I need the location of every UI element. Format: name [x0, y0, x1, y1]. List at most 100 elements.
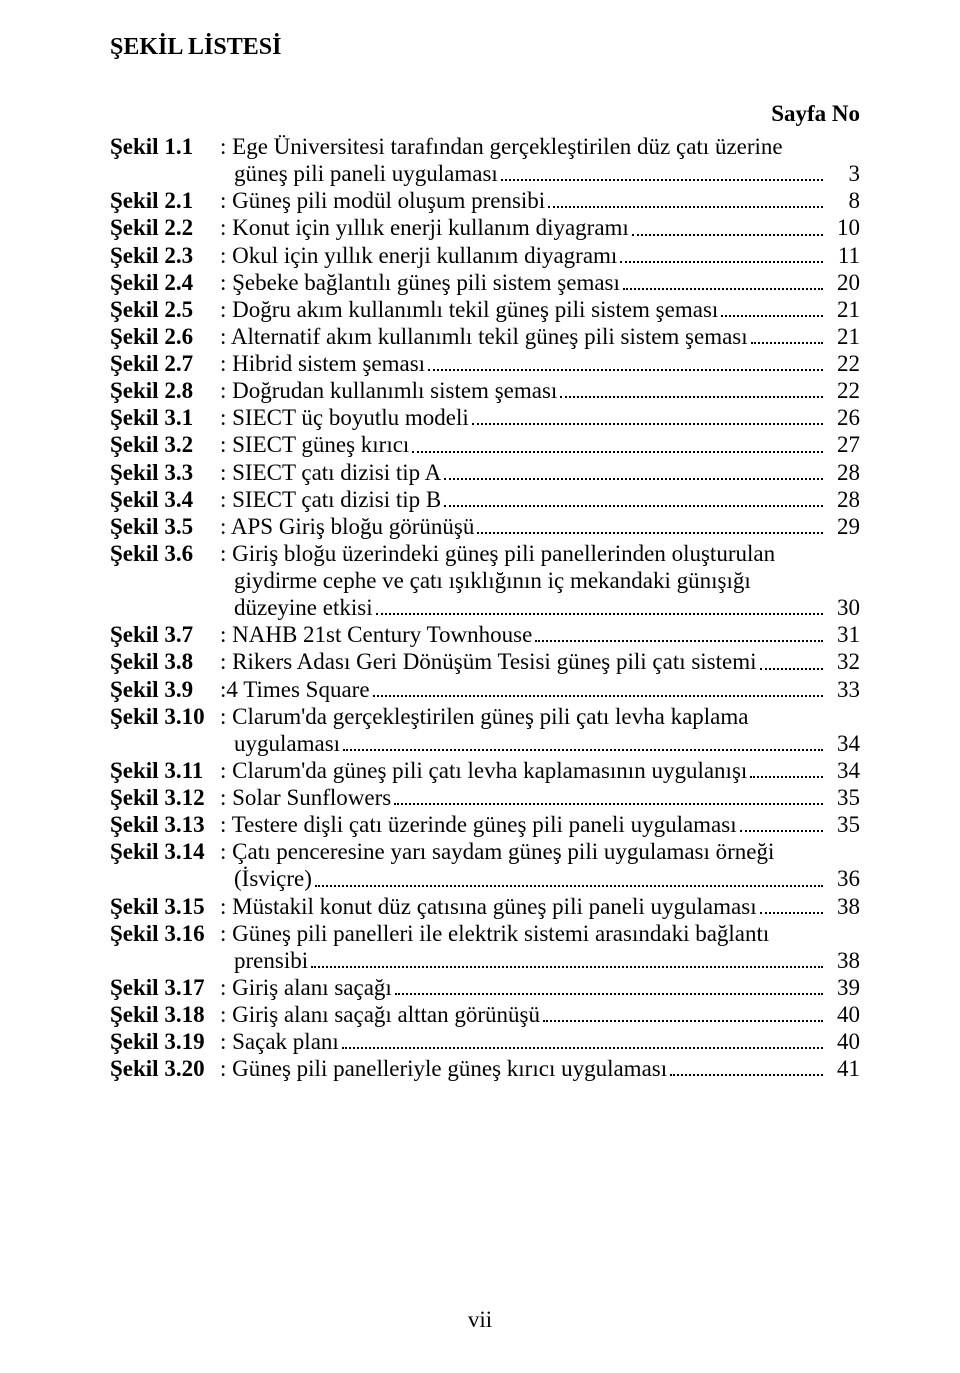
- page-title: ŞEKİL LİSTESİ: [110, 34, 860, 61]
- figure-description: : SIECT üç boyutlu modeli: [220, 404, 826, 431]
- figure-entry: Şekil 3.20: Güneş pili panelleriyle güne…: [110, 1055, 860, 1082]
- figure-page-number: 21: [826, 323, 860, 350]
- figure-label: Şekil 2.7: [110, 350, 220, 377]
- figure-description-line: : Alternatif akım kullanımlı tekil güneş…: [220, 323, 826, 350]
- figure-page-number: 35: [826, 811, 860, 838]
- dot-leader: [740, 829, 823, 832]
- figure-description: : Giriş alanı saçağı: [220, 974, 826, 1001]
- figure-page-number: 40: [826, 1001, 860, 1028]
- figure-label: Şekil 3.13: [110, 811, 220, 838]
- figure-page-number: 34: [826, 730, 860, 757]
- figure-description: : SIECT çatı dizisi tip A: [220, 459, 826, 486]
- figure-description-text: : SIECT çatı dizisi tip A: [220, 459, 441, 486]
- figure-label: Şekil 3.3: [110, 459, 220, 486]
- figure-entry: Şekil 3.1: SIECT üç boyutlu modeli26: [110, 404, 860, 431]
- dot-leader: [560, 395, 823, 398]
- figure-description-line: : SIECT üç boyutlu modeli: [220, 404, 826, 431]
- figure-description-line: : SIECT çatı dizisi tip B: [220, 486, 826, 513]
- dot-leader: [751, 341, 823, 344]
- figure-description-text: : Güneş pili panelleri ile elektrik sist…: [220, 920, 769, 947]
- dot-leader: [444, 504, 823, 507]
- figure-page-number: 39: [826, 974, 860, 1001]
- figure-description-text: : Saçak planı: [220, 1028, 339, 1055]
- figure-description-text: : NAHB 21st Century Townhouse: [220, 621, 532, 648]
- figure-page-number: 38: [826, 947, 860, 974]
- figure-label: Şekil 2.6: [110, 323, 220, 350]
- figure-description: : Güneş pili modül oluşum prensibi: [220, 187, 826, 214]
- figure-page-number: 28: [826, 459, 860, 486]
- figure-description-line: düzeyine etkisi: [220, 594, 826, 621]
- figure-entry: Şekil 3.12: Solar Sunflowers35: [110, 784, 860, 811]
- figure-description-text: : Çatı penceresine yarı saydam güneş pil…: [220, 838, 774, 865]
- figure-description-line: : Güneş pili panelleriyle güneş kırıcı u…: [220, 1055, 826, 1082]
- figure-label: Şekil 3.11: [110, 757, 220, 784]
- figure-label: Şekil 2.3: [110, 242, 220, 269]
- figure-description: : Alternatif akım kullanımlı tekil güneş…: [220, 323, 826, 350]
- dot-leader: [543, 1019, 823, 1022]
- figure-entry: Şekil 1.1: Ege Üniversitesi tarafından g…: [110, 133, 860, 187]
- figure-description: : Güneş pili panelleriyle güneş kırıcı u…: [220, 1055, 826, 1082]
- figure-page-number: 22: [826, 377, 860, 404]
- figure-description-line: : Saçak planı: [220, 1028, 826, 1055]
- figure-label: Şekil 1.1: [110, 133, 220, 160]
- figure-description: : SIECT güneş kırıcı: [220, 431, 826, 458]
- figure-page-number: 10: [826, 214, 860, 241]
- dot-leader: [376, 612, 823, 615]
- figure-description-text: : Doğru akım kullanımlı tekil güneş pili…: [220, 296, 718, 323]
- figure-entry: Şekil 3.11: Clarum'da güneş pili çatı le…: [110, 757, 860, 784]
- figure-description-text: : SIECT çatı dizisi tip B: [220, 486, 441, 513]
- dot-leader: [428, 368, 823, 371]
- figure-page-number: 40: [826, 1028, 860, 1055]
- figure-entry: Şekil 3.6: Giriş bloğu üzerindeki güneş …: [110, 540, 860, 621]
- figure-description: : Doğru akım kullanımlı tekil güneş pili…: [220, 296, 826, 323]
- figure-description-text: düzeyine etkisi: [220, 594, 373, 621]
- figure-label: Şekil 3.4: [110, 486, 220, 513]
- figure-description-line: : Clarum'da gerçekleştirilen güneş pili …: [220, 703, 826, 730]
- figure-page-number: 21: [826, 296, 860, 323]
- dot-leader: [472, 422, 823, 425]
- figure-page-number: 32: [826, 648, 860, 675]
- dot-leader: [548, 205, 823, 208]
- figure-description-text: : Clarum'da gerçekleştirilen güneş pili …: [220, 703, 748, 730]
- figure-description: : APS Giriş bloğu görünüşü: [220, 513, 826, 540]
- figure-description-line: : Hibrid sistem şeması: [220, 350, 826, 377]
- figure-page-number: 33: [826, 676, 860, 703]
- dot-leader: [412, 450, 823, 453]
- figure-label: Şekil 3.19: [110, 1028, 220, 1055]
- figure-entry: Şekil 2.7: Hibrid sistem şeması22: [110, 350, 860, 377]
- figure-description-text: :4 Times Square: [220, 676, 370, 703]
- figure-label: Şekil 3.18: [110, 1001, 220, 1028]
- figure-entry: Şekil 3.8: Rikers Adası Geri Dönüşüm Tes…: [110, 648, 860, 675]
- dot-leader: [760, 667, 823, 670]
- figure-description-line: : Çatı penceresine yarı saydam güneş pil…: [220, 838, 826, 865]
- figure-page-number: 26: [826, 404, 860, 431]
- dot-leader: [342, 1046, 823, 1049]
- figure-page-number: 36: [826, 865, 860, 892]
- figure-entry: Şekil 3.14: Çatı penceresine yarı saydam…: [110, 838, 860, 892]
- figure-entry: Şekil 3.13: Testere dişli çatı üzerinde …: [110, 811, 860, 838]
- dot-leader: [501, 178, 823, 181]
- figure-description-text: : Giriş bloğu üzerindeki güneş pili pane…: [220, 540, 775, 567]
- figure-list: Şekil 1.1: Ege Üniversitesi tarafından g…: [110, 133, 860, 1082]
- figure-description: : Güneş pili panelleri ile elektrik sist…: [220, 920, 826, 974]
- figure-description-text: : Clarum'da güneş pili çatı levha kaplam…: [220, 757, 747, 784]
- figure-description-line: : Giriş alanı saçağı: [220, 974, 826, 1001]
- figure-page-number: 29: [826, 513, 860, 540]
- figure-entry: Şekil 3.7: NAHB 21st Century Townhouse 31: [110, 621, 860, 648]
- figure-description: : Giriş alanı saçağı alttan görünüşü: [220, 1001, 826, 1028]
- figure-page-number: 20: [826, 269, 860, 296]
- figure-page-number: 34: [826, 757, 860, 784]
- figure-description-line: uygulaması: [220, 730, 826, 757]
- dot-leader: [315, 884, 823, 887]
- figure-description-text: : Solar Sunflowers: [220, 784, 391, 811]
- figure-description-text: : Ege Üniversitesi tarafından gerçekleşt…: [220, 133, 783, 160]
- figure-description-line: : Okul için yıllık enerji kullanım diyag…: [220, 242, 826, 269]
- figure-entry: Şekil 3.2: SIECT güneş kırıcı27: [110, 431, 860, 458]
- figure-description-line: : Clarum'da güneş pili çatı levha kaplam…: [220, 757, 826, 784]
- figure-page-number: 31: [826, 621, 860, 648]
- figure-entry: Şekil 2.6: Alternatif akım kullanımlı te…: [110, 323, 860, 350]
- figure-page-number: 8: [826, 187, 860, 214]
- dot-leader: [620, 260, 823, 263]
- figure-label: Şekil 3.7: [110, 621, 220, 648]
- figure-entry: Şekil 3.18: Giriş alanı saçağı alttan gö…: [110, 1001, 860, 1028]
